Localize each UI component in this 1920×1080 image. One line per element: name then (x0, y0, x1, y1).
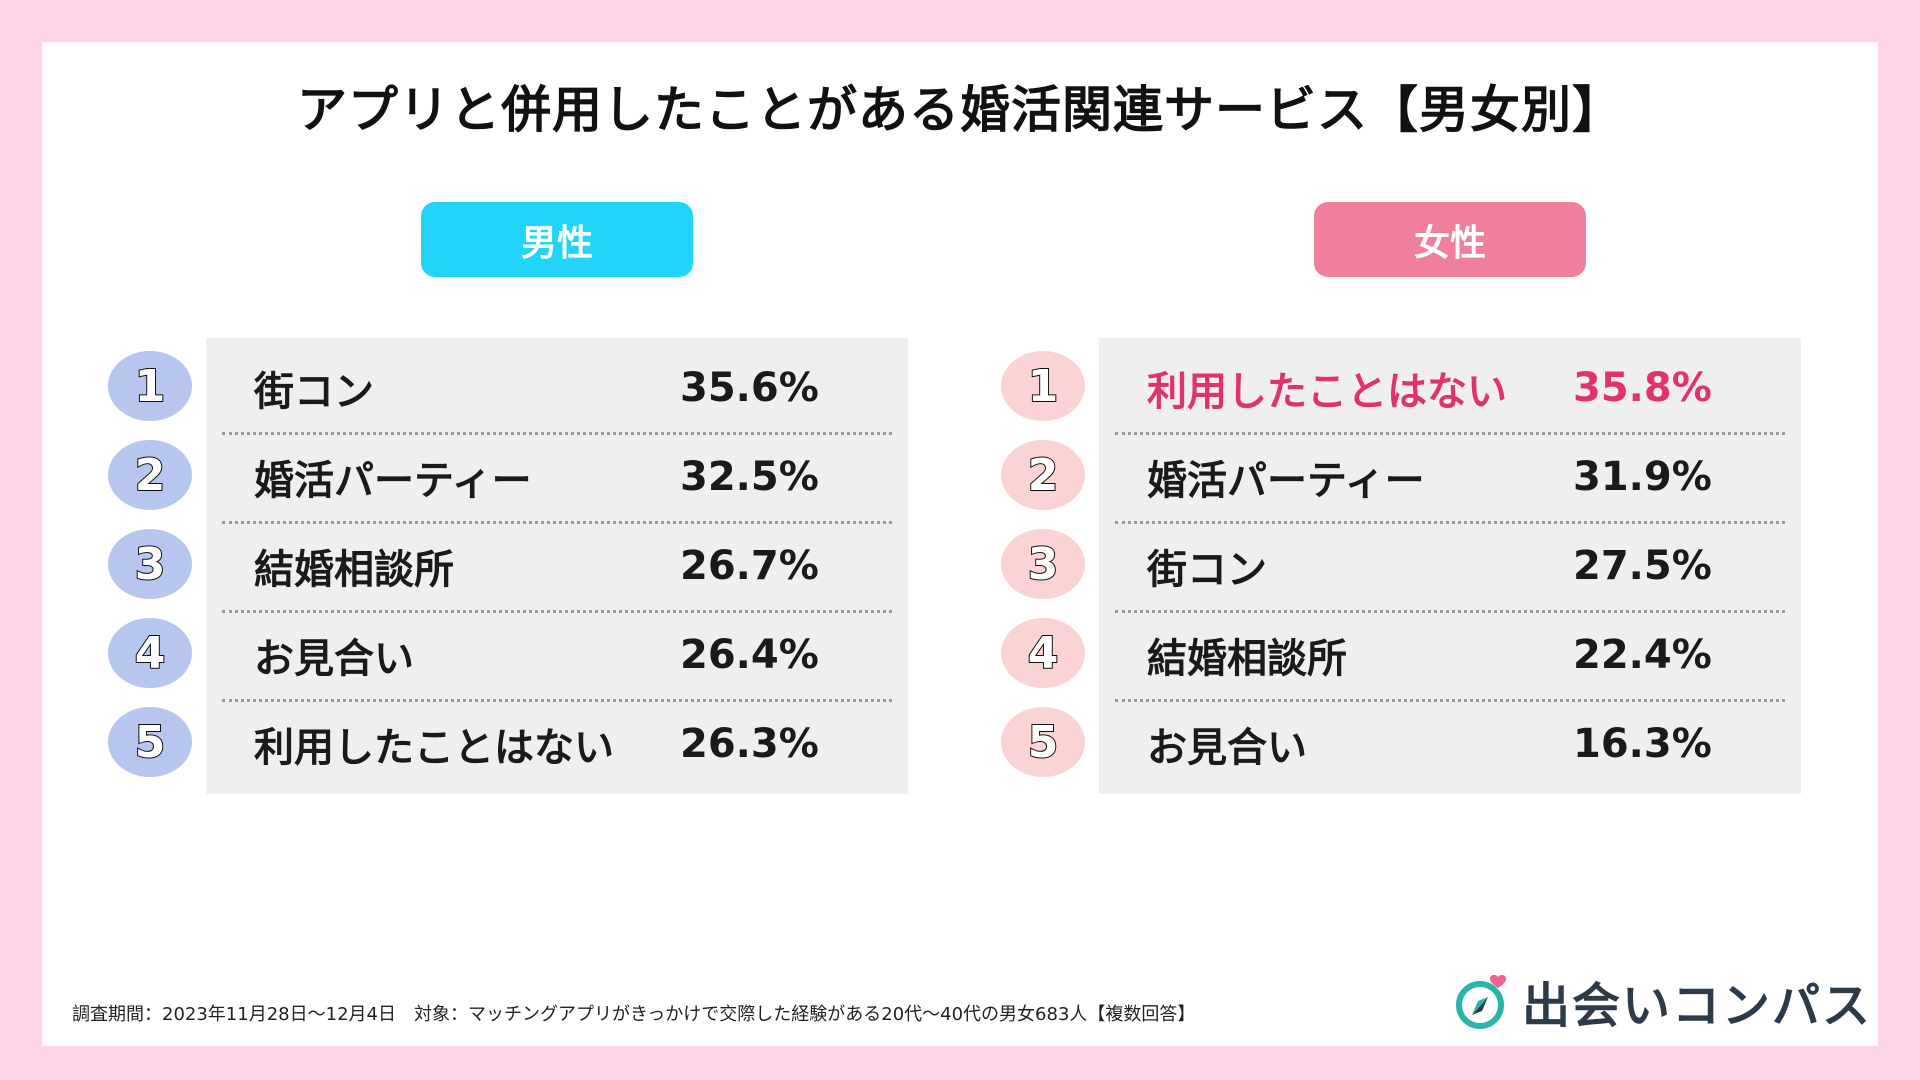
male-rank-badge: 1 (108, 351, 192, 421)
row-divider (1115, 699, 1785, 702)
female-ranking-table (1099, 338, 1801, 794)
male-rank-badge: 2 (108, 440, 192, 510)
row-divider (1115, 521, 1785, 524)
service-name: 街コン (254, 369, 374, 415)
female-table-row: 街コン 27.5% (1099, 526, 1801, 615)
female-rank-badge: 1 (1001, 351, 1085, 421)
female-rank-badge: 4 (1001, 618, 1085, 688)
rank-number: 4 (134, 627, 167, 680)
service-name: 結婚相談所 (254, 547, 454, 593)
brand-name: 出会いコンパス (1522, 978, 1873, 1034)
row-divider (222, 521, 892, 524)
male-table-row: 利用したことはない 26.3% (206, 704, 908, 793)
service-name: 婚活パーティー (1147, 458, 1425, 504)
service-name: 利用したことはない (1147, 369, 1507, 415)
percentage-value: 32.5% (680, 454, 819, 500)
row-divider (1115, 610, 1785, 613)
male-ranking-table (206, 338, 908, 794)
rank-number: 5 (134, 716, 167, 769)
male-table-row: 結婚相談所 26.7% (206, 526, 908, 615)
compass-heart-icon (1452, 971, 1512, 1031)
service-name: 婚活パーティー (254, 458, 532, 504)
male-header: 男性 (421, 202, 693, 277)
rank-number: 1 (134, 360, 167, 413)
male-table-row: 婚活パーティー 32.5% (206, 437, 908, 526)
survey-footnote: 調査期間：2023年11月28日〜12月4日 対象：マッチングアプリがきっかけで… (72, 1004, 1196, 1025)
service-name: 結婚相談所 (1147, 636, 1347, 682)
rank-number: 2 (134, 449, 167, 502)
female-rank-badge: 2 (1001, 440, 1085, 510)
male-rank-badge: 5 (108, 707, 192, 777)
female-table-row: 結婚相談所 22.4% (1099, 615, 1801, 704)
female-table-row: 利用したことはない 35.8% (1099, 348, 1801, 437)
row-divider (222, 610, 892, 613)
rank-number: 5 (1027, 716, 1060, 769)
rank-number: 2 (1027, 449, 1060, 502)
percentage-value: 27.5% (1573, 543, 1712, 589)
percentage-value: 35.6% (680, 365, 819, 411)
service-name: 利用したことはない (254, 725, 614, 771)
percentage-value: 26.4% (680, 632, 819, 678)
female-table-row: 婚活パーティー 31.9% (1099, 437, 1801, 526)
percentage-value: 16.3% (1573, 721, 1712, 767)
female-rank-badge: 5 (1001, 707, 1085, 777)
female-header: 女性 (1314, 202, 1586, 277)
female-table-row: お見合い 16.3% (1099, 704, 1801, 793)
service-name: お見合い (254, 636, 414, 682)
page-title: アプリと併用したことがある婚活関連サービス【男女別】 (297, 81, 1623, 139)
percentage-value: 26.7% (680, 543, 819, 589)
female-rank-badge: 3 (1001, 529, 1085, 599)
rank-number: 3 (1027, 538, 1060, 591)
brand-logo-block: 出会いコンパス (1452, 966, 1872, 1036)
row-divider (1115, 432, 1785, 435)
rank-number: 4 (1027, 627, 1060, 680)
rank-number: 3 (134, 538, 167, 591)
percentage-value: 26.3% (680, 721, 819, 767)
service-name: 街コン (1147, 547, 1267, 593)
male-rank-badge: 4 (108, 618, 192, 688)
male-table-row: お見合い 26.4% (206, 615, 908, 704)
percentage-value: 35.8% (1573, 365, 1712, 411)
row-divider (222, 432, 892, 435)
percentage-value: 31.9% (1573, 454, 1712, 500)
rank-number: 1 (1027, 360, 1060, 413)
male-rank-badge: 3 (108, 529, 192, 599)
service-name: お見合い (1147, 725, 1307, 771)
percentage-value: 22.4% (1573, 632, 1712, 678)
male-table-row: 街コン 35.6% (206, 348, 908, 437)
row-divider (222, 699, 892, 702)
